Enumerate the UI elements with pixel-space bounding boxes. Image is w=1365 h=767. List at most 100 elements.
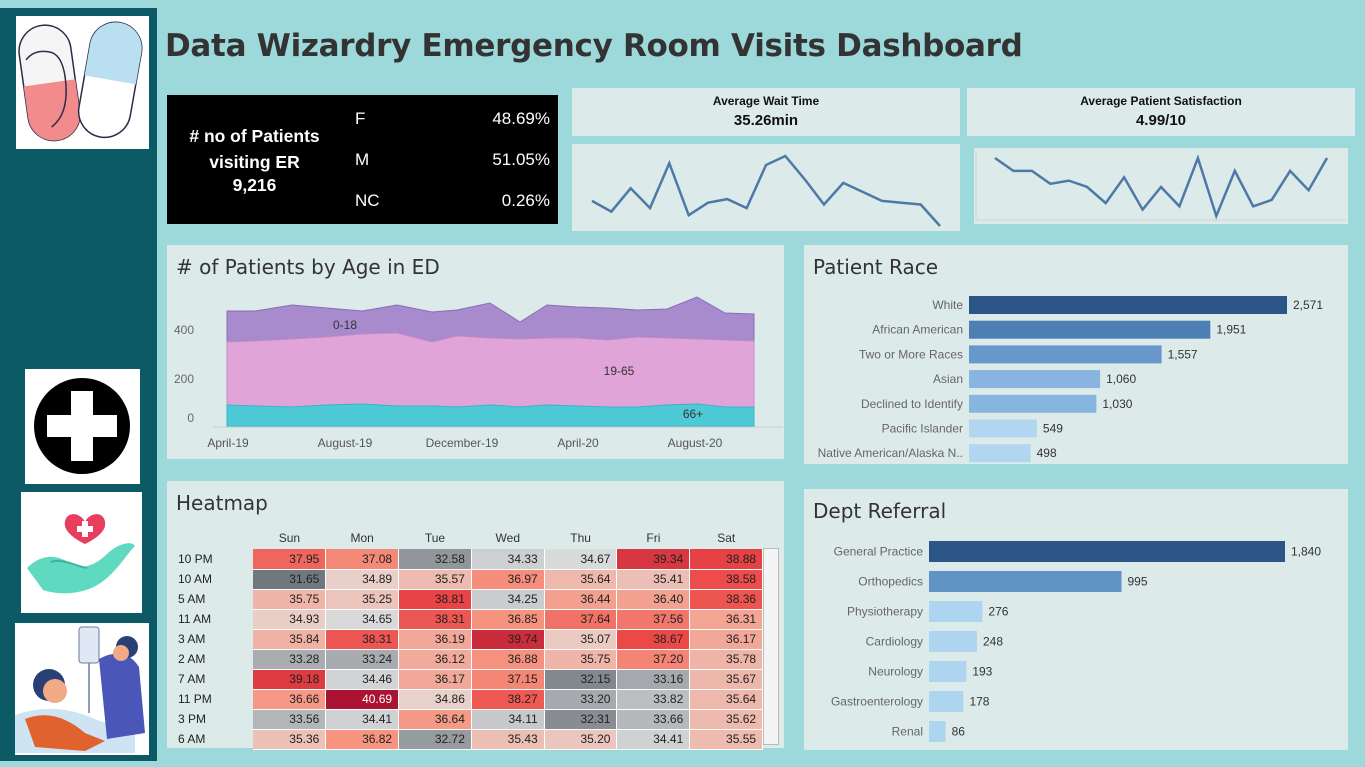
heatmap-cell: 34.86 xyxy=(398,689,472,710)
x-tick: August-19 xyxy=(318,436,373,450)
heatmap-cell: 37.08 xyxy=(325,549,400,570)
heatmap-cell: 36.40 xyxy=(616,589,691,610)
x-tick: April-19 xyxy=(207,436,249,450)
bar xyxy=(969,394,1097,413)
heatmap-cell: 35.78 xyxy=(689,649,764,670)
bar-value: 248 xyxy=(983,635,1003,649)
heatmap-cell: 34.46 xyxy=(325,669,400,690)
heatmap-cell: 36.19 xyxy=(398,629,472,650)
bar-label: White xyxy=(932,298,963,312)
heatmap-cell: 38.67 xyxy=(616,629,691,650)
age-chart-panel: # of Patients by Age in ED 400 200 0 0-1… xyxy=(167,245,784,459)
heatmap-cell: 32.58 xyxy=(398,549,472,570)
heatmap-row: 5 AM 35.75 35.25 38.81 34.25 36.44 36.40 38.36 xyxy=(174,589,764,610)
satisfaction-label: Average Patient Satisfaction xyxy=(1080,94,1242,108)
heatmap-day-header: Sat xyxy=(717,531,736,545)
heatmap-cell: 37.64 xyxy=(544,609,618,630)
heatmap-cell: 37.15 xyxy=(471,669,545,690)
race-title: Patient Race xyxy=(813,255,939,279)
heatmap-table: 10 PM 37.95 37.08 32.58 34.33 34.67 39.34 38.88… xyxy=(174,549,764,750)
bar xyxy=(969,370,1101,389)
bar-label: Cardiology xyxy=(866,635,923,649)
heatmap-row-label: 3 AM xyxy=(178,632,206,646)
age-area-chart: 400 200 0 0-18 19-65 66+ April-19 August… xyxy=(174,296,783,450)
heatmap-cell: 35.57 xyxy=(398,569,472,590)
heatmap-cell: 32.31 xyxy=(544,709,618,730)
bar-label: Neurology xyxy=(868,665,923,679)
heatmap-row: 11 PM 36.66 40.69 34.86 38.27 33.20 33.82 35.64 xyxy=(174,689,764,710)
bar-value: 276 xyxy=(988,605,1008,619)
bar xyxy=(969,296,1287,314)
bar xyxy=(929,691,964,712)
heatmap-row: 11 AM 34.93 34.65 38.31 36.85 37.64 37.56 36.31 xyxy=(174,609,764,630)
heatmap-cell: 36.66 xyxy=(253,689,327,710)
bar-label: Pacific Islander xyxy=(882,422,963,436)
heatmap-row-label: 5 AM xyxy=(178,592,206,606)
bar-label: General Practice xyxy=(834,545,924,559)
heatmap-cell: 34.41 xyxy=(616,729,691,750)
x-tick: August-20 xyxy=(668,436,723,450)
satisfaction-sparkline xyxy=(975,150,1346,221)
heatmap-row-label: 3 PM xyxy=(178,712,207,726)
heatmap-cell: 34.25 xyxy=(471,589,545,610)
series-label: 19-65 xyxy=(604,364,635,378)
y-tick: 0 xyxy=(187,411,194,425)
heatmap-row-label: 10 AM xyxy=(178,572,213,586)
heatmap-cell: 36.85 xyxy=(471,609,545,630)
heatmap-cell: 33.56 xyxy=(253,709,327,730)
heart-hand-card xyxy=(21,492,142,613)
heatmap-cell: 34.65 xyxy=(325,609,400,630)
heatmap-cell: 38.36 xyxy=(689,589,764,610)
area-19-65 xyxy=(226,332,755,408)
heatmap-cell: 38.88 xyxy=(689,549,764,570)
heatmap-row: 10 AM 31.65 34.89 35.57 36.97 35.64 35.41 38.58 xyxy=(174,569,764,590)
heatmap-cell: 39.74 xyxy=(471,629,545,650)
kpi-label-line1: # no of Patients xyxy=(189,126,320,146)
heatmap-row: 6 AM 35.36 36.82 32.72 35.43 35.20 34.41 35.55 xyxy=(174,729,764,750)
bar xyxy=(969,444,1031,463)
heatmap-cell: 35.75 xyxy=(544,649,618,670)
heatmap-cell: 40.69 xyxy=(325,689,400,710)
satisfaction-card: Average Patient Satisfaction 4.99/10 xyxy=(967,88,1355,136)
heatmap-row: 7 AM 39.18 34.46 36.17 37.15 32.15 33.16 35.67 xyxy=(174,669,764,690)
heatmap-cell: 35.75 xyxy=(253,589,327,610)
bar-label: Asian xyxy=(933,372,963,386)
bar-label: Renal xyxy=(892,725,923,739)
heatmap-day-header: Thu xyxy=(570,531,591,545)
gender-pct: 51.05% xyxy=(492,150,550,169)
heatmap-cell: 35.20 xyxy=(544,729,618,750)
bar-value: 1,030 xyxy=(1102,397,1132,411)
bar-value: 1,060 xyxy=(1106,372,1136,386)
heatmap-cell: 34.67 xyxy=(544,549,618,570)
heatmap-cell: 38.81 xyxy=(398,589,472,610)
heatmap-cell: 36.97 xyxy=(471,569,545,590)
bar xyxy=(929,571,1122,592)
heatmap-cell: 32.15 xyxy=(544,669,618,690)
bar-value: 1,557 xyxy=(1168,347,1198,361)
cross-card xyxy=(25,369,140,484)
bar-value: 498 xyxy=(1037,446,1057,460)
heatmap-title: Heatmap xyxy=(176,491,268,515)
heatmap-cell: 36.88 xyxy=(471,649,545,670)
heatmap-row: 3 AM 35.84 38.31 36.19 39.74 35.07 38.67 36.17 xyxy=(174,629,764,650)
heatmap-row: 3 PM 33.56 34.41 36.64 34.11 32.31 33.66 35.62 xyxy=(174,709,764,730)
heatmap-cell: 35.67 xyxy=(689,669,764,690)
heatmap-scrollbar[interactable] xyxy=(763,548,779,745)
pill-card xyxy=(16,16,149,149)
bar-value: 178 xyxy=(969,695,989,709)
heatmap-cell: 33.24 xyxy=(325,649,400,670)
heatmap-row-label: 11 AM xyxy=(178,612,212,626)
bar-value: 995 xyxy=(1128,575,1148,589)
heatmap-cell: 33.82 xyxy=(616,689,691,710)
satisfaction-value: 4.99/10 xyxy=(1135,112,1187,129)
gender-pct: 48.69% xyxy=(492,109,550,128)
wait-time-label: Average Wait Time xyxy=(712,94,820,108)
heatmap-row: 10 PM 37.95 37.08 32.58 34.33 34.67 39.34 38.88 xyxy=(174,549,764,570)
heatmap-cell: 31.65 xyxy=(253,569,327,590)
heatmap-day-header: Fri xyxy=(646,531,661,545)
y-tick: 200 xyxy=(174,372,194,386)
heatmap-cell: 38.31 xyxy=(325,629,400,650)
heart-hand-icon xyxy=(27,514,135,594)
x-tick: April-20 xyxy=(557,436,599,450)
bar xyxy=(969,345,1162,364)
